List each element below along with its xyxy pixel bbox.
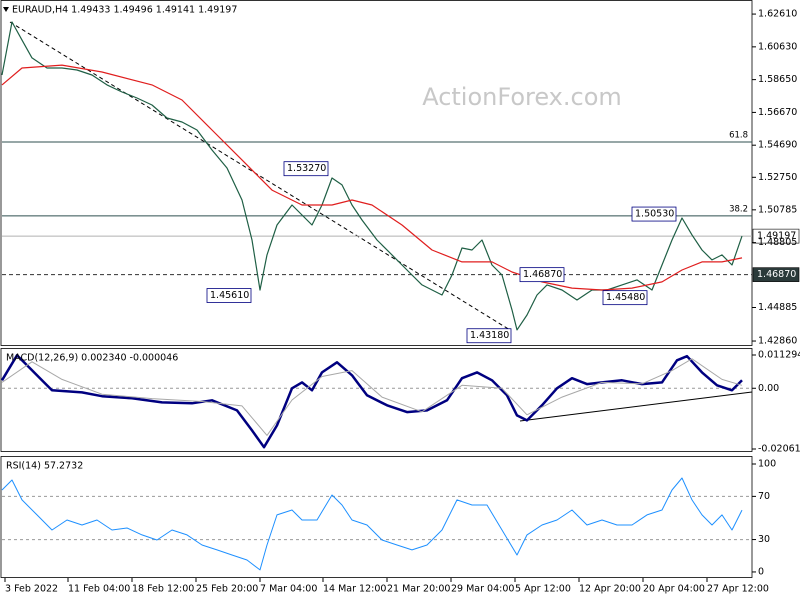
menu-arrow xyxy=(3,7,9,12)
price-box xyxy=(752,267,800,282)
y-tick-label: 70 xyxy=(758,491,770,502)
x-tick-label: 3 Feb 2022 xyxy=(5,584,58,595)
annotation-box xyxy=(466,328,512,344)
series-line xyxy=(1,477,743,571)
x-tick-label: 25 Feb 20:00 xyxy=(196,584,258,595)
x-tick-label: 11 Feb 04:00 xyxy=(68,584,130,595)
y-tick-label: 1.50785 xyxy=(758,204,797,215)
y-tick-label: 0.00 xyxy=(758,383,779,394)
x-tick-label: 27 Apr 12:00 xyxy=(707,584,769,595)
x-tick-label: 29 Mar 04:00 xyxy=(451,584,514,595)
x-tick-label: 12 Apr 20:00 xyxy=(579,584,641,595)
watermark: ActionForex.com xyxy=(422,83,622,111)
annotation-box xyxy=(283,161,329,177)
y-tick-label: 1.60630 xyxy=(758,41,797,52)
annotation-box xyxy=(631,206,677,222)
annotation-box xyxy=(519,267,565,283)
panel-frame xyxy=(0,348,753,452)
y-tick-label: 1.54690 xyxy=(758,140,797,151)
level-label: 61.8 xyxy=(729,131,748,141)
y-tick-label: -0.020618 xyxy=(758,443,800,454)
annotation-label: 1.45480 xyxy=(606,292,645,303)
y-tick-label: 1.62610 xyxy=(758,9,797,20)
price-box xyxy=(752,228,800,244)
panel-title: RSI(14) 57.2732 xyxy=(6,461,83,472)
y-tick-label: 0 xyxy=(758,566,764,577)
y-tick-label: 1.58650 xyxy=(758,74,797,85)
y-tick-label: 1.44885 xyxy=(758,302,797,313)
trend-line xyxy=(519,391,753,422)
y-tick-label: 1.42860 xyxy=(758,336,797,347)
panel-frame xyxy=(0,0,753,346)
annotation-box xyxy=(206,288,252,303)
panel-title: MACD(12,26,9) 0.002340 -0.000046 xyxy=(6,353,178,364)
annotation-box xyxy=(602,290,648,306)
price-label: 1.49197 xyxy=(757,231,796,242)
y-tick-label: 0.011294 xyxy=(758,349,800,360)
x-tick-label: 21 Mar 20:00 xyxy=(387,584,450,595)
y-tick-label: 100 xyxy=(758,458,776,469)
series-line xyxy=(0,354,743,449)
series-line xyxy=(1,64,743,291)
annotation-label: 1.45610 xyxy=(210,290,249,301)
x-tick-label: 7 Mar 04:00 xyxy=(260,584,317,595)
panel-frame xyxy=(0,456,753,578)
y-tick-label: 1.52750 xyxy=(758,172,797,183)
x-tick-label: 18 Feb 12:00 xyxy=(132,584,194,595)
y-tick-label: 30 xyxy=(758,534,770,545)
panel-title: EURAUD,H4 1.49433 1.49496 1.49141 1.4919… xyxy=(12,5,237,16)
x-tick-label: 5 Apr 12:00 xyxy=(515,584,571,595)
series-line xyxy=(1,21,743,331)
annotation-label: 1.53270 xyxy=(287,163,326,174)
price-label: 1.46870 xyxy=(757,269,796,280)
y-tick-label: 1.48805 xyxy=(758,237,797,248)
annotation-label: 1.50530 xyxy=(635,209,674,220)
x-tick-label: 14 Mar 12:00 xyxy=(323,584,386,595)
y-tick-label: 1.56670 xyxy=(758,107,797,118)
level-label: 38.2 xyxy=(729,204,748,214)
x-tick-label: 20 Apr 04:00 xyxy=(643,584,705,595)
series-line xyxy=(1,358,743,436)
annotation-label: 1.43180 xyxy=(470,330,509,341)
annotation-label: 1.46870 xyxy=(523,269,562,280)
